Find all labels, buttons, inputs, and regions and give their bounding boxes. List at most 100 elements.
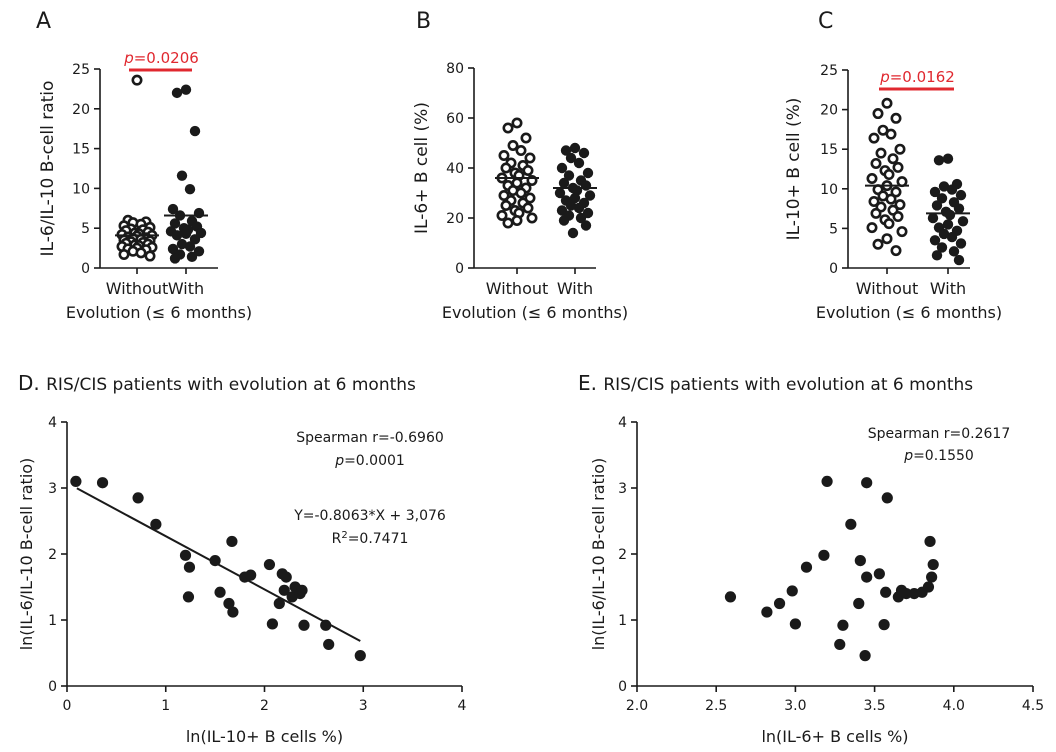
- panel-letter: A: [36, 9, 51, 34]
- y-tick-label: 25: [72, 62, 90, 78]
- data-point-filled: [931, 200, 943, 211]
- x-tick-label: 4: [458, 698, 467, 714]
- y-tick-label: 20: [446, 211, 464, 227]
- y-tick-label: 2: [48, 547, 57, 563]
- data-point-open: [896, 226, 908, 238]
- y-tick-label: 80: [446, 61, 464, 77]
- panel-e: E. RIS/CIS patients with evolution at 6 …: [578, 371, 1044, 746]
- data-point-filled: [176, 170, 188, 181]
- r-squared-value: =0.7471: [348, 531, 409, 547]
- y-tick-label: 40: [446, 161, 464, 177]
- data-point-open: [522, 202, 534, 214]
- data-point-filled: [955, 238, 967, 249]
- data-point: [878, 619, 890, 631]
- significance-label: p=0.0162: [879, 68, 955, 86]
- x-axis-label: Evolution (≤ 6 months): [816, 303, 1002, 322]
- data-point-filled: [180, 84, 192, 95]
- data-point: [861, 477, 873, 489]
- data-point-open: [890, 112, 902, 124]
- data-point-open: [881, 97, 893, 109]
- data-point-open: [496, 210, 508, 222]
- data-point-open: [885, 128, 897, 140]
- data-point-open: [866, 173, 878, 185]
- data-point: [179, 549, 192, 561]
- data-point-filled: [186, 251, 198, 263]
- data-point-filled: [189, 125, 201, 137]
- data-point-open: [885, 193, 897, 205]
- data-point: [296, 584, 308, 596]
- data-point: [266, 618, 278, 630]
- y-tick-label: 0: [829, 261, 838, 277]
- data-point-filled: [169, 253, 181, 264]
- data-point-open: [872, 238, 884, 250]
- data-point-open: [866, 222, 878, 234]
- data-point-filled: [953, 203, 965, 214]
- data-point-open: [883, 218, 895, 230]
- panel-b: B 0 20 40 60 80 Without With IL-6+ B cell (%) Evo…: [412, 9, 628, 322]
- data-point: [150, 518, 162, 530]
- data-point-open: [887, 153, 899, 165]
- regression-equation: Y=-0.8063*X + 3,076: [293, 508, 446, 524]
- panel-d: D. RIS/CIS patients with evolution at 6 …: [17, 371, 467, 746]
- data-point-open: [515, 187, 527, 199]
- y-tick-label: 15: [820, 142, 838, 158]
- data-point-open: [502, 122, 514, 134]
- data-point-open: [498, 150, 510, 162]
- panel-title: E. RIS/CIS patients with evolution at 6 …: [578, 371, 973, 395]
- data-point-filled: [582, 167, 594, 179]
- data-point: [834, 638, 846, 651]
- x-axis-label: Evolution (≤ 6 months): [442, 303, 628, 322]
- data-point-filled: [936, 242, 948, 253]
- data-point-filled: [942, 153, 954, 164]
- data-point-filled: [942, 219, 954, 230]
- data-point: [70, 475, 82, 487]
- data-point-open: [524, 152, 536, 164]
- y-tick-label: 0: [618, 679, 627, 695]
- data-point-open: [144, 250, 156, 262]
- panel-letter: E.: [578, 371, 603, 395]
- data-point: [926, 571, 938, 583]
- data-point-open: [511, 215, 523, 227]
- data-point-open: [131, 74, 143, 86]
- data-point-filled: [567, 227, 579, 239]
- data-point-filled: [944, 209, 956, 221]
- r-superscript: 2: [341, 530, 347, 541]
- p-value-label: p=0.0001: [334, 453, 405, 469]
- x-axis-label: ln(IL-6+ B cells %): [761, 727, 908, 746]
- data-point-filled: [927, 212, 939, 224]
- y-tick-label: 0: [455, 261, 464, 277]
- data-point: [96, 477, 109, 489]
- panel-c: C 0 5 10 15 20 25 Without With IL-10+ B cell (%) E…: [784, 9, 1002, 322]
- data-point: [226, 535, 238, 548]
- spearman-label: Spearman r=-0.6960: [296, 430, 444, 446]
- data-point: [323, 638, 335, 651]
- data-point-open: [507, 140, 519, 152]
- data-point-filled: [565, 152, 577, 164]
- panel-letter: B: [416, 9, 431, 34]
- data-point-open: [894, 143, 906, 155]
- data-point: [773, 597, 786, 610]
- data-point-open: [520, 132, 532, 144]
- p-value: =0.0162: [890, 68, 955, 86]
- data-point: [859, 650, 871, 662]
- data-point-open: [868, 132, 880, 144]
- data-point-filled: [565, 200, 577, 211]
- x-tick-label: 3.0: [784, 698, 806, 714]
- data-point-filled: [171, 230, 183, 241]
- data-point: [724, 591, 737, 603]
- y-axis-label: IL-6/IL-10 B-cell ratio: [38, 81, 58, 257]
- data-point-filled: [558, 177, 570, 189]
- data-point: [227, 606, 239, 618]
- data-point-filled: [948, 246, 960, 257]
- x-tick-label: 2: [260, 698, 269, 714]
- p-value: =0.1550: [913, 448, 974, 464]
- data-point: [214, 586, 226, 598]
- data-point-open: [502, 217, 514, 229]
- data-point-filled: [556, 162, 568, 174]
- data-point: [861, 571, 873, 583]
- data-point: [278, 584, 290, 596]
- data-point: [922, 581, 935, 593]
- data-point: [853, 597, 865, 610]
- data-point-filled: [953, 254, 965, 266]
